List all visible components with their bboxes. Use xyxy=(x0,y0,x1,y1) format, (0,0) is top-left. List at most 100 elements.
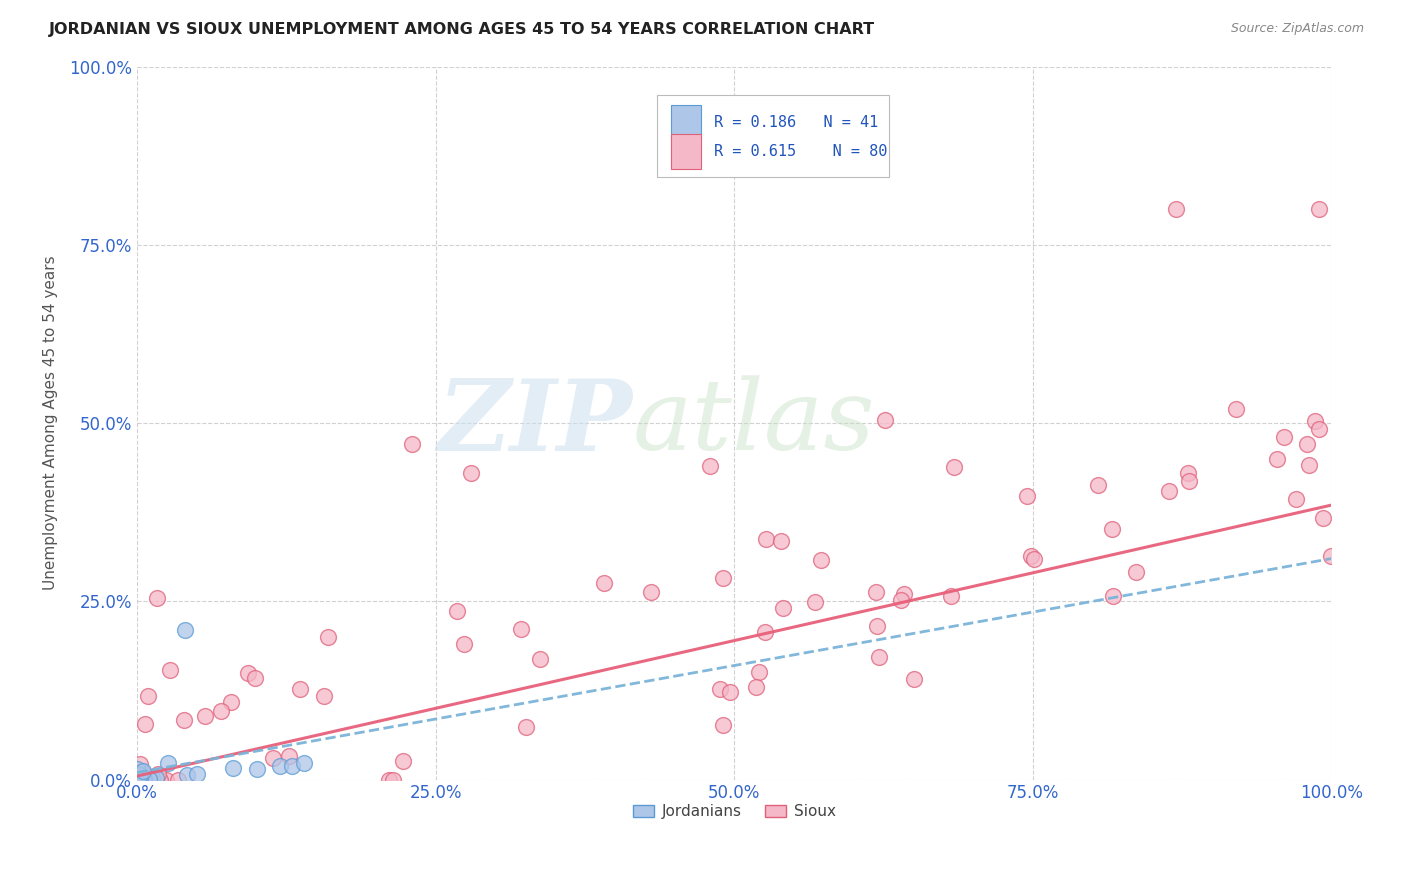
Point xyxy=(754,624,776,639)
Point xyxy=(127,766,149,780)
Point xyxy=(145,772,167,787)
Point xyxy=(640,585,662,599)
Point xyxy=(128,771,150,785)
Point xyxy=(1320,549,1343,563)
Point xyxy=(127,772,149,786)
Point xyxy=(745,680,768,694)
Point xyxy=(209,704,232,718)
Point xyxy=(138,771,160,785)
Point xyxy=(699,458,721,473)
Text: R = 0.186   N = 41: R = 0.186 N = 41 xyxy=(714,115,879,129)
Point xyxy=(186,767,208,781)
Point xyxy=(1157,483,1180,498)
Point xyxy=(138,772,160,786)
Point xyxy=(866,619,889,633)
Point xyxy=(711,571,734,585)
Point xyxy=(134,771,156,785)
Point xyxy=(401,437,423,451)
Point xyxy=(593,576,616,591)
Point xyxy=(1225,401,1247,416)
Point xyxy=(314,689,336,703)
Point xyxy=(219,695,242,709)
Point xyxy=(769,534,792,549)
Point xyxy=(1019,549,1042,564)
Point xyxy=(748,665,770,680)
Text: atlas: atlas xyxy=(633,376,876,471)
Point xyxy=(1101,522,1123,536)
Point xyxy=(865,584,887,599)
Point xyxy=(129,768,152,782)
Point xyxy=(194,709,217,723)
Point xyxy=(127,763,149,777)
Point xyxy=(141,771,163,785)
Point xyxy=(128,771,150,785)
Text: JORDANIAN VS SIOUX UNEMPLOYMENT AMONG AGES 45 TO 54 YEARS CORRELATION CHART: JORDANIAN VS SIOUX UNEMPLOYMENT AMONG AG… xyxy=(49,22,876,37)
Text: ZIP: ZIP xyxy=(437,375,633,471)
Point xyxy=(755,533,778,547)
Point xyxy=(156,756,179,771)
Point xyxy=(127,772,149,786)
Point xyxy=(1265,452,1288,467)
Point xyxy=(1272,430,1295,444)
Point xyxy=(173,714,195,728)
Text: Source: ZipAtlas.com: Source: ZipAtlas.com xyxy=(1230,22,1364,36)
Point xyxy=(128,772,150,787)
Point xyxy=(453,637,475,651)
Point xyxy=(709,681,731,696)
Point xyxy=(718,685,741,699)
Point xyxy=(804,595,827,609)
Point xyxy=(1125,565,1147,579)
FancyBboxPatch shape xyxy=(671,105,700,139)
Point xyxy=(148,766,170,780)
Point xyxy=(1166,202,1188,217)
Point xyxy=(128,769,150,783)
Point xyxy=(893,586,915,600)
Point xyxy=(1087,477,1109,491)
Point xyxy=(221,761,243,775)
Point xyxy=(1101,589,1123,603)
Point xyxy=(810,553,832,567)
Point xyxy=(278,748,301,763)
Point xyxy=(903,673,925,687)
Point xyxy=(166,772,188,787)
Point xyxy=(127,772,149,787)
Point xyxy=(149,772,172,787)
Point xyxy=(134,716,156,731)
Text: R = 0.615    N = 80: R = 0.615 N = 80 xyxy=(714,144,887,159)
Point xyxy=(1303,414,1326,428)
Point xyxy=(281,758,304,772)
Point xyxy=(1284,492,1306,507)
Point xyxy=(460,466,482,480)
Point xyxy=(132,764,155,778)
Point xyxy=(1178,474,1201,488)
Point xyxy=(868,649,890,664)
Point xyxy=(127,768,149,782)
Point xyxy=(292,756,315,770)
Point xyxy=(129,757,152,772)
Point xyxy=(381,772,404,787)
Point xyxy=(173,623,195,637)
Point xyxy=(159,663,181,677)
Point xyxy=(1177,466,1199,480)
Point xyxy=(245,762,267,776)
Point xyxy=(128,772,150,787)
Y-axis label: Unemployment Among Ages 45 to 54 years: Unemployment Among Ages 45 to 54 years xyxy=(44,256,58,591)
Point xyxy=(127,772,149,786)
Point xyxy=(136,689,159,703)
Point xyxy=(873,413,896,427)
Point xyxy=(269,759,291,773)
Point xyxy=(316,630,339,644)
Point xyxy=(711,718,734,732)
Point xyxy=(145,771,167,785)
FancyBboxPatch shape xyxy=(671,135,700,169)
Point xyxy=(236,665,259,680)
Point xyxy=(127,772,149,787)
Point xyxy=(515,720,537,734)
Point xyxy=(1298,458,1320,472)
Point xyxy=(262,751,284,765)
Point xyxy=(176,768,198,782)
Point xyxy=(446,604,468,618)
Point xyxy=(127,772,149,786)
Point xyxy=(132,772,155,786)
Point xyxy=(127,772,149,786)
